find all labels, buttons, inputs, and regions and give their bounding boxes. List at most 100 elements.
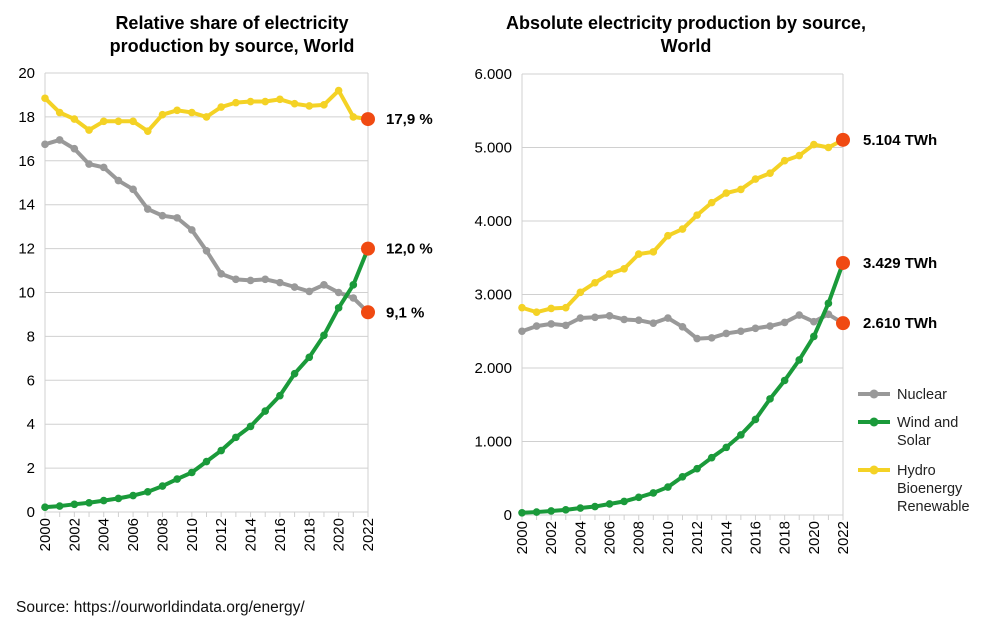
- y-tick-label: 18: [18, 109, 35, 126]
- chart-absolute-production: Absolute electricity production by sourc…: [474, 13, 937, 554]
- data-point-nuclear: [547, 320, 555, 328]
- chart-title: production by source, World: [110, 36, 355, 56]
- end-label-wind_solar: 12,0 %: [386, 241, 433, 258]
- data-point-wind_solar: [678, 472, 687, 481]
- data-point-nuclear: [561, 321, 570, 330]
- end-label-nuclear: 2.610 TWh: [863, 315, 937, 332]
- data-point-hydro: [766, 169, 774, 178]
- data-point-wind_solar: [188, 468, 196, 477]
- y-tick-label: 3.000: [474, 287, 512, 304]
- data-point-nuclear: [722, 329, 731, 338]
- end-label-wind_solar: 3.429 TWh: [863, 255, 937, 272]
- legend-label-nuclear: Nuclear: [897, 387, 947, 403]
- legend-label-hydro: Renewable: [897, 499, 970, 515]
- data-point-wind_solar: [114, 494, 123, 503]
- data-point-hydro: [561, 303, 570, 312]
- y-tick-label: 10: [18, 285, 35, 302]
- data-point-wind_solar: [41, 503, 49, 511]
- data-point-hydro: [707, 198, 716, 207]
- data-point-hydro: [99, 117, 108, 126]
- y-tick-label: 0: [504, 507, 512, 524]
- data-point-hydro: [41, 94, 49, 103]
- y-tick-label: 1.000: [474, 434, 512, 451]
- data-point-wind_solar: [634, 493, 643, 502]
- data-point-nuclear: [707, 334, 716, 342]
- last-point-marker-wind_solar: [836, 255, 850, 270]
- y-tick-label: 2: [27, 460, 35, 477]
- data-point-wind_solar: [143, 488, 152, 496]
- y-tick-label: 6.000: [474, 66, 512, 83]
- data-point-nuclear: [246, 276, 255, 285]
- data-point-wind_solar: [766, 395, 774, 403]
- x-tick-label: 2014: [718, 521, 735, 554]
- data-point-hydro: [334, 86, 343, 95]
- x-tick-label: 2016: [272, 518, 289, 551]
- data-point-hydro: [320, 101, 328, 109]
- data-point-hydro: [143, 127, 152, 135]
- data-point-nuclear: [276, 278, 284, 287]
- x-tick-label: 2020: [806, 521, 823, 554]
- x-tick-label: 2004: [572, 521, 589, 554]
- data-point-nuclear: [188, 226, 196, 234]
- data-point-wind_solar: [334, 304, 343, 312]
- data-point-nuclear: [678, 323, 687, 331]
- chart-relative-share: Relative share of electricity production …: [18, 13, 432, 551]
- data-point-nuclear: [143, 205, 152, 213]
- x-tick-label: 2020: [331, 518, 348, 551]
- data-point-nuclear: [737, 327, 745, 336]
- data-point-wind_solar: [722, 443, 731, 452]
- data-point-nuclear: [99, 163, 108, 172]
- y-tick-label: 6: [27, 372, 35, 389]
- data-point-hydro: [290, 99, 299, 108]
- data-point-nuclear: [305, 287, 314, 296]
- x-tick-label: 2022: [835, 521, 852, 554]
- data-point-hydro: [737, 185, 745, 194]
- data-point-nuclear: [518, 327, 526, 336]
- data-point-wind_solar: [591, 502, 599, 511]
- data-point-nuclear: [217, 270, 225, 278]
- last-point-marker-wind_solar: [361, 241, 375, 256]
- data-point-wind_solar: [649, 489, 658, 497]
- data-point-wind_solar: [824, 299, 833, 308]
- data-point-wind_solar: [576, 504, 585, 512]
- x-tick-label: 2012: [689, 521, 706, 554]
- data-point-wind_solar: [55, 502, 64, 510]
- data-point-hydro: [664, 231, 672, 240]
- legend-label-hydro: Hydro: [897, 463, 936, 479]
- data-point-hydro: [576, 288, 585, 297]
- y-tick-label: 8: [27, 328, 35, 345]
- data-point-hydro: [232, 98, 240, 107]
- legend-label-wind_solar: Wind and: [897, 415, 958, 431]
- data-point-wind_solar: [547, 507, 555, 515]
- chart-title: Relative share of electricity: [115, 13, 348, 33]
- x-tick-label: 2010: [184, 518, 201, 551]
- data-point-hydro: [217, 103, 225, 111]
- data-point-wind_solar: [707, 453, 716, 462]
- data-point-wind_solar: [320, 331, 328, 340]
- data-point-wind_solar: [158, 482, 167, 490]
- legend: Nuclear Wind and Solar Hydro Bioenergy Renewa…: [858, 387, 970, 515]
- y-tick-label: 20: [18, 65, 35, 82]
- data-point-hydro: [649, 248, 658, 256]
- data-point-wind_solar: [532, 508, 541, 516]
- data-point-wind_solar: [232, 433, 240, 442]
- x-tick-label: 2000: [514, 521, 531, 554]
- data-point-nuclear: [751, 324, 760, 333]
- data-point-hydro: [158, 110, 167, 119]
- data-point-wind_solar: [99, 496, 108, 505]
- y-tick-label: 5.000: [474, 140, 512, 157]
- data-point-nuclear: [85, 160, 93, 168]
- last-point-marker-hydro: [836, 132, 850, 147]
- data-point-nuclear: [202, 246, 211, 255]
- data-point-hydro: [261, 97, 270, 106]
- data-point-nuclear: [693, 334, 701, 343]
- data-point-nuclear: [576, 314, 585, 322]
- x-tick-label: 2010: [660, 521, 677, 554]
- data-point-nuclear: [173, 214, 181, 222]
- data-point-hydro: [795, 151, 804, 160]
- x-tick-label: 2000: [37, 518, 54, 551]
- data-point-wind_solar: [276, 391, 284, 400]
- y-tick-label: 12: [18, 241, 35, 258]
- data-point-hydro: [532, 308, 541, 316]
- data-point-hydro: [810, 140, 818, 149]
